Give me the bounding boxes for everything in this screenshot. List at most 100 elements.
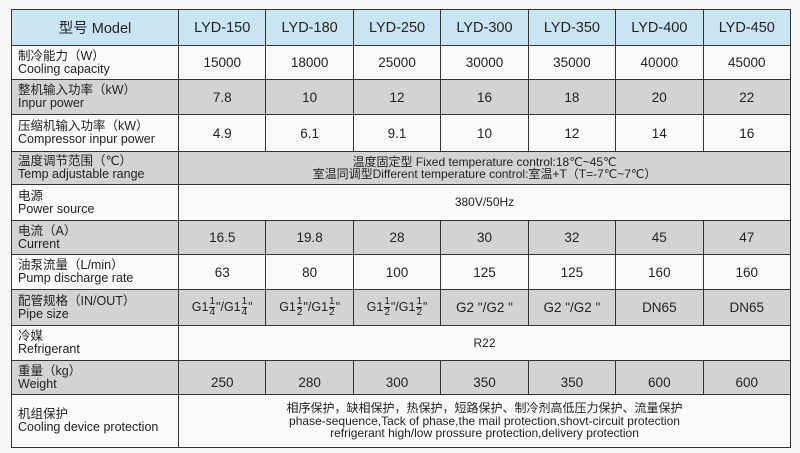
value-cell: 10	[440, 114, 529, 152]
model-cell: LYD-180	[265, 9, 354, 46]
table-row: 重量（kg） Weight 250 280 300 350 350 600 600	[11, 360, 792, 395]
model-cell: LYD-350	[527, 9, 617, 46]
table-row: 压缩机输入功率（kW） Compressor inpur power 4.9 6.1 9…	[11, 114, 792, 152]
row-label: 压缩机输入功率（kW） Compressor inpur power	[11, 114, 179, 152]
value-cell: DN65	[615, 289, 704, 326]
value-cell: 300	[352, 360, 442, 395]
row-label-en: Power source	[18, 201, 95, 216]
value-cell: 100	[352, 254, 442, 290]
table-row: 油泵流量（L/min） Pump discharge rate 63 80 100 125…	[11, 254, 792, 290]
model-cell: LYD-400	[615, 9, 704, 46]
merged-value-cell: 相序保护，缺相保护，热保护，短路保护、制冷剂高低压力保护、流量保护 phase-s…	[178, 394, 791, 448]
value-cell: 16	[440, 79, 529, 115]
merged-value-cell: R22	[178, 325, 791, 361]
row-label-en: Inpur power	[18, 96, 85, 110]
value-cell: 45	[615, 220, 704, 255]
inch-mark: "	[335, 299, 341, 314]
value-cell: 18	[527, 79, 617, 115]
row-label: 冷媒 Refrigerant	[11, 325, 179, 361]
row-label-en: Temp adjustable range	[18, 167, 145, 181]
pipe-whole: "/G1	[216, 299, 241, 314]
row-label-cn: 电源	[18, 188, 44, 203]
table-row: 电流（A） Current 16.5 19.8 28 30 32 45 47	[11, 220, 792, 255]
merged-value-line: 室温同调型Different temperature control:室温+T（…	[312, 167, 657, 181]
value-cell: 22	[702, 79, 792, 115]
value-cell: 9.1	[352, 114, 442, 152]
row-label-cn: 温度调节范围（℃）	[18, 154, 133, 168]
row-label-cn: 冷媒	[18, 329, 44, 343]
row-label: 配管规格（IN/OUT） Pipe size	[11, 289, 179, 326]
pipe-whole: G1	[279, 299, 296, 314]
value-cell: 80	[265, 254, 354, 290]
row-label-cn: 压缩机输入功率（kW）	[18, 119, 149, 133]
value-cell: 600	[702, 360, 792, 395]
row-label-en: Weight	[18, 376, 57, 391]
row-label-cn: 制冷能力（W）	[18, 48, 105, 63]
value-cell: 250	[177, 360, 267, 395]
value-cell: G2 "/G2 "	[440, 289, 529, 326]
pipe-whole: G1	[366, 299, 384, 314]
merged-value-line: 380V/50Hz	[454, 195, 515, 210]
value-cell: 47	[702, 220, 792, 255]
value-cell: 32	[527, 220, 617, 255]
value-cell: 350	[527, 360, 617, 395]
table-row: 冷媒 Refrigerant R22	[11, 325, 791, 361]
row-label-cn: 油泵流量（L/min）	[18, 258, 124, 272]
value-cell: 63	[177, 254, 267, 290]
table-row: 整机输入功率（kW） Inpur power 7.8 10 12 16 18 20 22	[11, 79, 792, 115]
table-row: 机组保护 Cooling device protection 相序保护，缺相保护，热…	[11, 394, 791, 448]
inch-mark: "	[423, 299, 428, 314]
value-cell: G1 1 2 "/G1 1 2 "	[265, 289, 354, 326]
value-cell: 18000	[265, 45, 354, 80]
value-cell: 160	[702, 254, 792, 290]
value-cell: 19.8	[265, 220, 354, 255]
row-label-en: Refrigerant	[18, 342, 80, 356]
table-row: 配管规格（IN/OUT） Pipe size G1 1 4 "/G1 1 4 " G1 1 2 "/G1…	[11, 289, 792, 326]
value-cell: 40000	[615, 45, 704, 80]
row-label: 机组保护 Cooling device protection	[11, 394, 179, 448]
value-cell: 14	[615, 114, 704, 152]
spec-table: 型号 Model LYD-150 LYD-180 LYD-250 LYD-300…	[11, 9, 792, 448]
row-label: 电流（A） Current	[11, 220, 179, 255]
value-cell: 16.5	[177, 220, 267, 255]
merged-value-line: 温度固定型 Fixed temperature control:18℃~45℃	[352, 154, 617, 169]
row-label-cn: 配管规格（IN/OUT）	[18, 293, 136, 308]
value-cell: G1 1 4 "/G1 1 4 "	[177, 289, 267, 326]
value-cell: 30	[440, 220, 529, 255]
value-cell: 350	[440, 360, 529, 395]
value-cell: 7.8	[177, 79, 267, 115]
table-row: 电源 Power source 380V/50Hz	[11, 184, 791, 221]
value-cell: 12	[352, 79, 442, 115]
merged-value-line: 相序保护，缺相保护，热保护，短路保护、制冷剂高低压力保护、流量保护	[286, 401, 683, 416]
table-row: 温度调节范围（℃） Temp adjustable range 温度固定型 Fixe…	[11, 151, 791, 185]
value-cell: G2 "/G2 "	[527, 289, 617, 326]
value-cell: 10	[265, 79, 354, 115]
value-cell: 125	[440, 254, 529, 290]
value-cell: 4.9	[177, 114, 267, 152]
row-label-cn: 电流（A）	[18, 223, 77, 238]
merged-value-line: R22	[473, 335, 496, 350]
value-cell: 125	[527, 254, 617, 290]
row-label: 油泵流量（L/min） Pump discharge rate	[11, 254, 179, 290]
row-label-en: Pipe size	[18, 306, 69, 321]
merged-value-line: phase-sequence,Tack of phase,the mail pr…	[289, 413, 680, 428]
value-cell: 280	[265, 360, 354, 395]
value-cell: G1 1 2 "/G1 1 2 "	[352, 289, 442, 326]
row-label-cn: 重量（kg）	[18, 363, 82, 378]
value-cell: 45000	[702, 45, 792, 80]
merged-value-cell: 温度固定型 Fixed temperature control:18℃~45℃ 室…	[178, 151, 791, 185]
row-label-en: Pump discharge rate	[18, 271, 134, 285]
row-label: 整机输入功率（kW） Inpur power	[11, 79, 179, 115]
model-header: 型号 Model	[11, 9, 179, 46]
inch-mark: "	[248, 299, 253, 314]
pipe-whole: "/G1	[303, 299, 329, 314]
row-label: 电源 Power source	[11, 184, 179, 221]
row-label-en: Cooling capacity	[18, 61, 110, 76]
row-label: 制冷能力（W） Cooling capacity	[11, 45, 179, 80]
value-cell: 15000	[177, 45, 267, 80]
value-cell: 35000	[527, 45, 617, 80]
pipe-whole: G1	[191, 299, 209, 314]
